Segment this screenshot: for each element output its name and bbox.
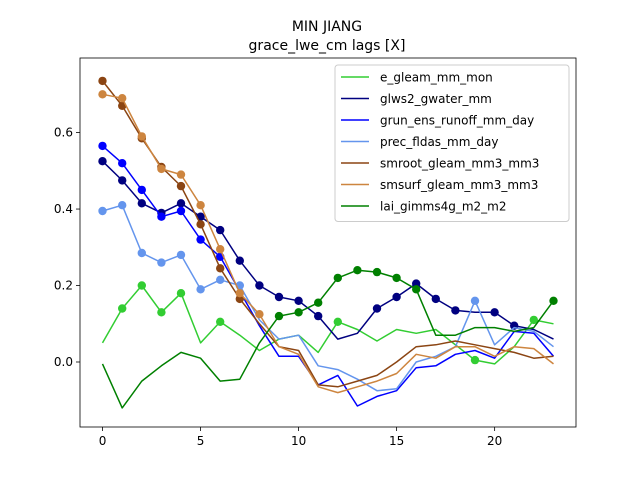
data-point <box>196 285 205 294</box>
data-point <box>216 275 225 284</box>
data-point <box>392 292 401 302</box>
data-point <box>118 176 127 185</box>
data-point <box>451 306 460 315</box>
data-point <box>157 308 166 317</box>
data-point <box>216 245 225 254</box>
legend-entry: smroot_gleam_mm3_mm3 <box>341 157 539 171</box>
x-tick-label: 10 <box>291 434 306 448</box>
data-point <box>353 266 362 275</box>
data-point <box>255 281 264 290</box>
legend-entry: prec_fldas_mm_day <box>341 135 499 149</box>
legend-label: smroot_gleam_mm3_mm3 <box>380 157 539 171</box>
data-point <box>176 170 186 179</box>
data-point <box>157 258 166 267</box>
data-point <box>314 298 323 307</box>
data-point <box>176 206 186 216</box>
data-point <box>333 317 342 326</box>
legend: e_gleam_mm_mon glws2_gwater_mm grun_ens_ru… <box>334 64 570 222</box>
legend-label: prec_fldas_mm_day <box>380 135 499 149</box>
data-point <box>118 94 127 103</box>
data-point <box>98 157 107 166</box>
data-point <box>372 267 382 277</box>
legend-label: e_gleam_mm_mon <box>380 71 493 85</box>
y-tick-label: 0.2 <box>54 279 73 293</box>
data-point <box>216 317 225 326</box>
data-point <box>216 264 225 273</box>
data-point <box>137 281 146 290</box>
data-point <box>235 256 244 265</box>
legend-label: smsurf_gleam_mm3_mm3 <box>380 178 538 192</box>
legend-box <box>334 64 570 222</box>
data-point <box>98 90 107 99</box>
data-point <box>294 296 303 305</box>
data-point <box>294 308 303 317</box>
data-point <box>137 185 146 195</box>
data-point <box>255 310 264 319</box>
chart-title: MIN JIANG <box>292 19 362 35</box>
data-point <box>118 201 127 210</box>
series-lai_gimms4g_m2_m2 <box>101 266 558 409</box>
data-point <box>470 296 480 305</box>
x-tick-label: 20 <box>487 434 502 448</box>
y-tick-label: 0.0 <box>54 355 73 369</box>
data-point <box>196 220 205 229</box>
data-point <box>196 201 205 210</box>
data-point <box>274 292 284 302</box>
x-tick-label: 15 <box>389 434 404 448</box>
legend-label: lai_gimms4g_m2_m2 <box>380 200 507 214</box>
series-e_gleam_mm_mon <box>101 281 554 365</box>
data-point <box>118 159 127 168</box>
series-layer <box>98 76 558 409</box>
data-point <box>470 355 480 365</box>
plot-frame <box>79 57 577 428</box>
data-point <box>157 164 166 174</box>
data-point <box>235 289 244 298</box>
series-line <box>101 80 554 388</box>
data-point <box>137 248 146 258</box>
data-point <box>412 285 421 294</box>
data-point <box>98 206 107 216</box>
data-point <box>196 235 205 244</box>
legend-entry: e_gleam_mm_mon <box>341 71 493 85</box>
data-point <box>549 296 558 305</box>
data-point <box>98 76 107 86</box>
data-point <box>118 304 127 313</box>
data-point <box>392 273 401 283</box>
data-point <box>333 273 342 283</box>
legend-entry: smsurf_gleam_mm3_mm3 <box>341 178 538 192</box>
data-point <box>176 199 186 208</box>
data-point <box>529 315 538 325</box>
axes: 0 5 10 15 20 0.0 0.2 0.4 0.6 <box>54 57 577 448</box>
y-tick-label: 0.6 <box>54 126 73 140</box>
legend-entry: grun_ens_runoff_mm_day <box>341 114 534 128</box>
data-point <box>176 250 186 260</box>
data-point <box>157 212 166 221</box>
x-tick-label: 5 <box>197 434 205 448</box>
x-tick-label: 0 <box>99 434 107 448</box>
data-point <box>490 308 499 317</box>
data-point <box>372 304 382 313</box>
legend-label: glws2_gwater_mm <box>380 92 492 106</box>
chart-subtitle: grace_lwe_cm lags [X] <box>249 38 406 54</box>
series-prec_fldas_mm_day <box>98 201 554 392</box>
data-point <box>274 311 284 321</box>
data-point <box>176 289 186 298</box>
data-point <box>137 199 146 208</box>
series-grun_ens_runoff_mm_day <box>98 141 555 407</box>
data-point <box>176 181 186 191</box>
data-point <box>216 225 225 235</box>
y-tick-label: 0.4 <box>54 202 73 216</box>
data-point <box>137 132 146 141</box>
legend-entry: lai_gimms4g_m2_m2 <box>341 200 507 214</box>
series-line <box>101 269 555 409</box>
legend-entry: glws2_gwater_mm <box>341 92 492 106</box>
series-smsurf_gleam_mm3_mm3 <box>98 90 554 394</box>
data-point <box>98 141 107 151</box>
data-point <box>314 311 323 321</box>
legend-label: grun_ens_runoff_mm_day <box>380 114 534 128</box>
data-point <box>431 294 440 304</box>
